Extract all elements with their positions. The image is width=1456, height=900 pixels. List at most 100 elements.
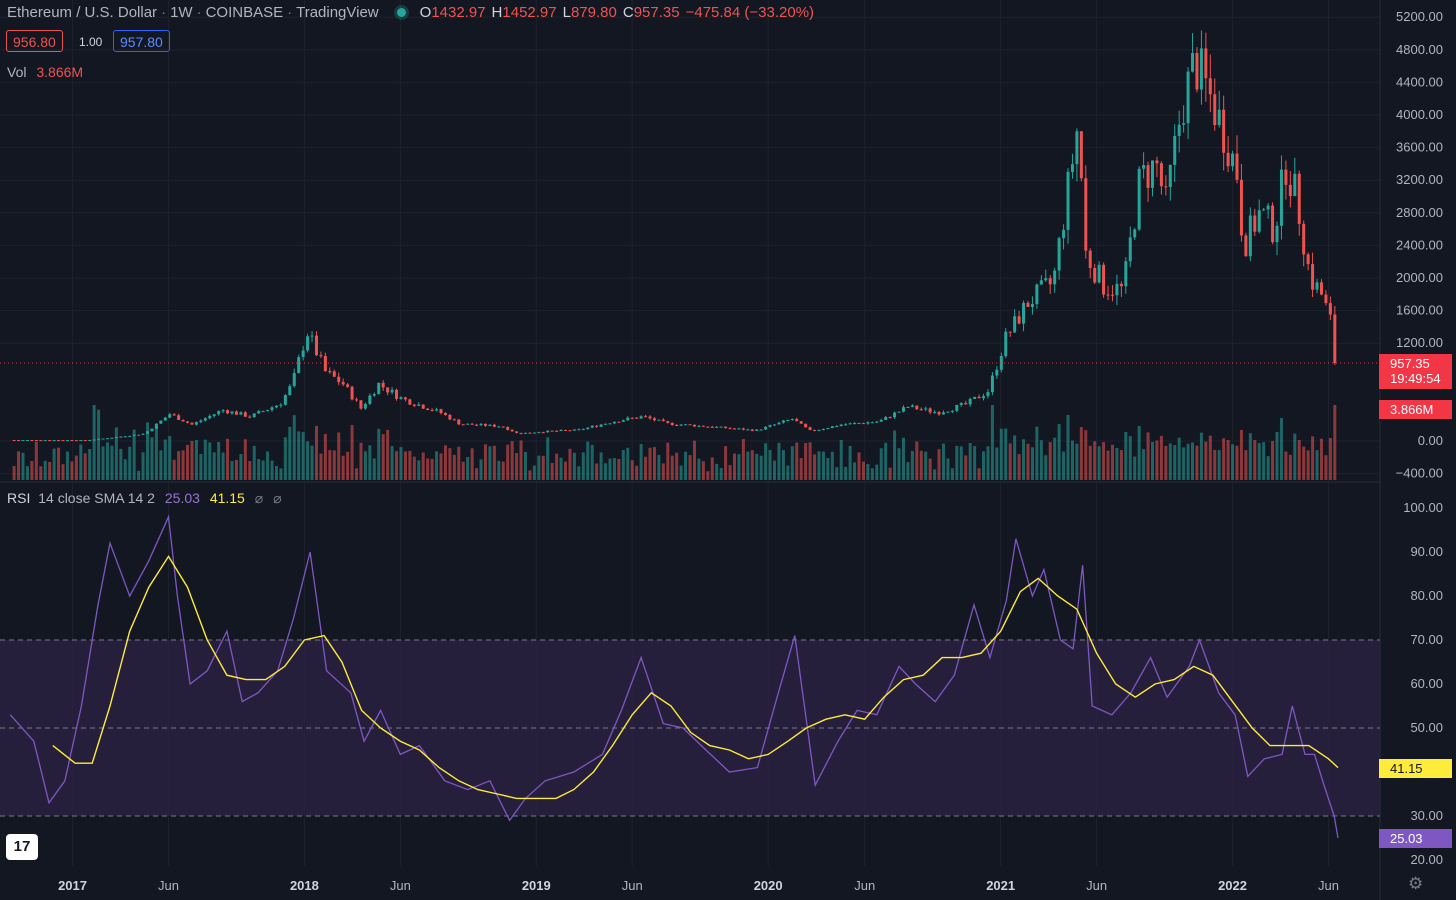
market-status-icon[interactable] [396,8,406,18]
volume-bar [1235,445,1239,480]
candle-body [786,419,790,421]
volume-bar [172,459,176,480]
symbol-legend[interactable]: Ethereum / U.S. Dollar · 1W · COINBASE · Tradi… [7,4,815,21]
volume-bar [230,461,234,480]
candle-body [701,425,705,427]
volume-label: Vol [7,64,27,80]
volume-bar [746,451,750,480]
volume-bar [1213,449,1217,480]
volume-bar [12,465,16,480]
rsi-legend[interactable]: RSI 14 close SMA 14 2 25.03 41.15 ⌀ ⌀ [7,490,282,507]
volume-bar [403,451,407,480]
price-axis-label: 4000.00 [1396,107,1443,122]
candle-body [426,408,430,410]
candle-body [1217,109,1221,126]
volume-bar [910,450,914,480]
candle-body [941,412,945,415]
candle-body [1048,278,1052,285]
candle-body [1253,215,1257,232]
candle-body [17,440,21,442]
volume-bar [1204,441,1208,480]
candle-body [470,423,474,425]
volume-bar [492,445,496,480]
sell-button[interactable]: 956.80 [6,30,63,52]
candle-body [630,417,634,419]
volume-bar [297,431,301,480]
candle-body [119,436,123,438]
volume-bar [768,449,772,480]
candle-body [332,371,336,377]
candle-body [750,429,754,431]
candle-body [488,424,492,426]
candle-body [137,434,141,436]
last-price-tag: 957.35 19:49:54 [1379,354,1452,389]
candle-body [1159,163,1163,187]
candle-body [283,395,287,405]
candle-body [128,435,132,437]
volume-bar [821,451,825,480]
candle-body [1146,165,1150,188]
volume-bar [1146,432,1150,480]
volume-bar [1257,443,1261,480]
low-value: 879.80 [570,4,617,21]
volume-bar [506,444,510,480]
buy-button[interactable]: 957.80 [113,30,170,52]
candle-body [1084,178,1088,251]
gear-icon[interactable]: ⚙ [1408,874,1424,893]
candle-body [435,409,439,411]
candle-body [1128,237,1132,262]
candle-body [706,426,710,428]
candle-body [1102,264,1106,295]
hidden-plot-icon[interactable]: ⌀ [273,490,282,506]
volume-bar [1266,456,1270,480]
candle-body [199,420,203,423]
volume-bar [92,405,96,480]
symbol-name[interactable]: Ethereum / U.S. Dollar [7,4,158,21]
last-price-value: 957.35 [1390,356,1430,371]
candle-body [417,404,421,406]
volume-bar [208,442,212,480]
candle-body [1199,48,1203,90]
candle-body [292,373,296,387]
exchange-label: COINBASE [205,4,284,21]
candle-body [314,335,318,356]
candle-body [959,403,963,405]
interval-label[interactable]: 1W [170,4,193,21]
volume-bar [608,458,612,480]
volume-bar [1222,438,1226,480]
volume-bar [861,461,865,480]
volume-bar [1275,431,1279,480]
candle-body [817,429,821,431]
candle-body [57,440,61,442]
candle-body [1119,283,1123,287]
volume-bar [612,458,616,480]
candle-body [1235,153,1239,180]
candle-body [768,425,772,427]
candle-body [359,400,363,409]
volume-bar [1151,441,1155,480]
candle-body [1097,264,1101,283]
volume-bar [839,440,843,480]
candle-body [804,423,808,428]
hidden-plot-icon[interactable]: ⌀ [254,490,264,506]
candle-body [88,439,92,441]
price-axis-label: 3600.00 [1396,140,1443,155]
low-label: L [562,4,571,21]
candle-body [1275,225,1279,243]
volume-bar [168,436,172,480]
volume-bar [146,422,150,480]
candle-body [52,440,56,442]
volume-bar [1102,442,1106,480]
candle-body [1319,282,1323,295]
volume-bar [657,455,661,480]
candle-body [141,433,145,435]
volume-bar [675,452,679,480]
volume-bar [1057,424,1061,480]
volume-bar [497,460,501,480]
tradingview-logo-icon[interactable]: 17 [6,834,38,860]
volume-legend[interactable]: Vol 3.866M [7,64,83,80]
volume-bar [177,451,181,480]
bar-countdown: 19:49:54 [1390,371,1441,386]
volume-bar [875,464,879,480]
